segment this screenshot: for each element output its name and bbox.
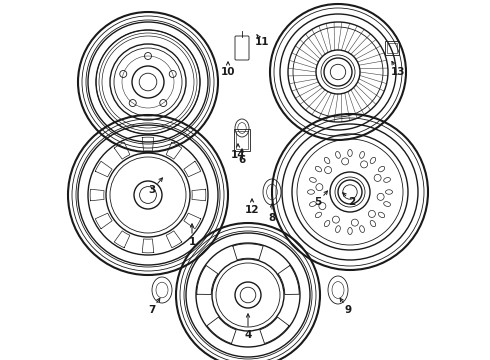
Text: 13: 13 — [391, 67, 405, 77]
Text: 1: 1 — [188, 237, 196, 247]
Text: 12: 12 — [245, 205, 259, 215]
Text: 3: 3 — [148, 185, 156, 195]
Text: 2: 2 — [348, 197, 356, 207]
Text: 7: 7 — [148, 305, 156, 315]
Bar — [234, 129, 250, 151]
Text: 11: 11 — [255, 37, 269, 47]
Text: 5: 5 — [315, 197, 321, 207]
Bar — [385, 41, 399, 55]
Text: 8: 8 — [269, 213, 275, 223]
Bar — [387, 43, 397, 53]
Text: 6: 6 — [238, 155, 245, 165]
Text: 14: 14 — [231, 150, 245, 160]
Text: 4: 4 — [245, 330, 252, 340]
Text: 9: 9 — [344, 305, 351, 315]
Bar — [236, 131, 248, 149]
Text: 10: 10 — [221, 67, 235, 77]
